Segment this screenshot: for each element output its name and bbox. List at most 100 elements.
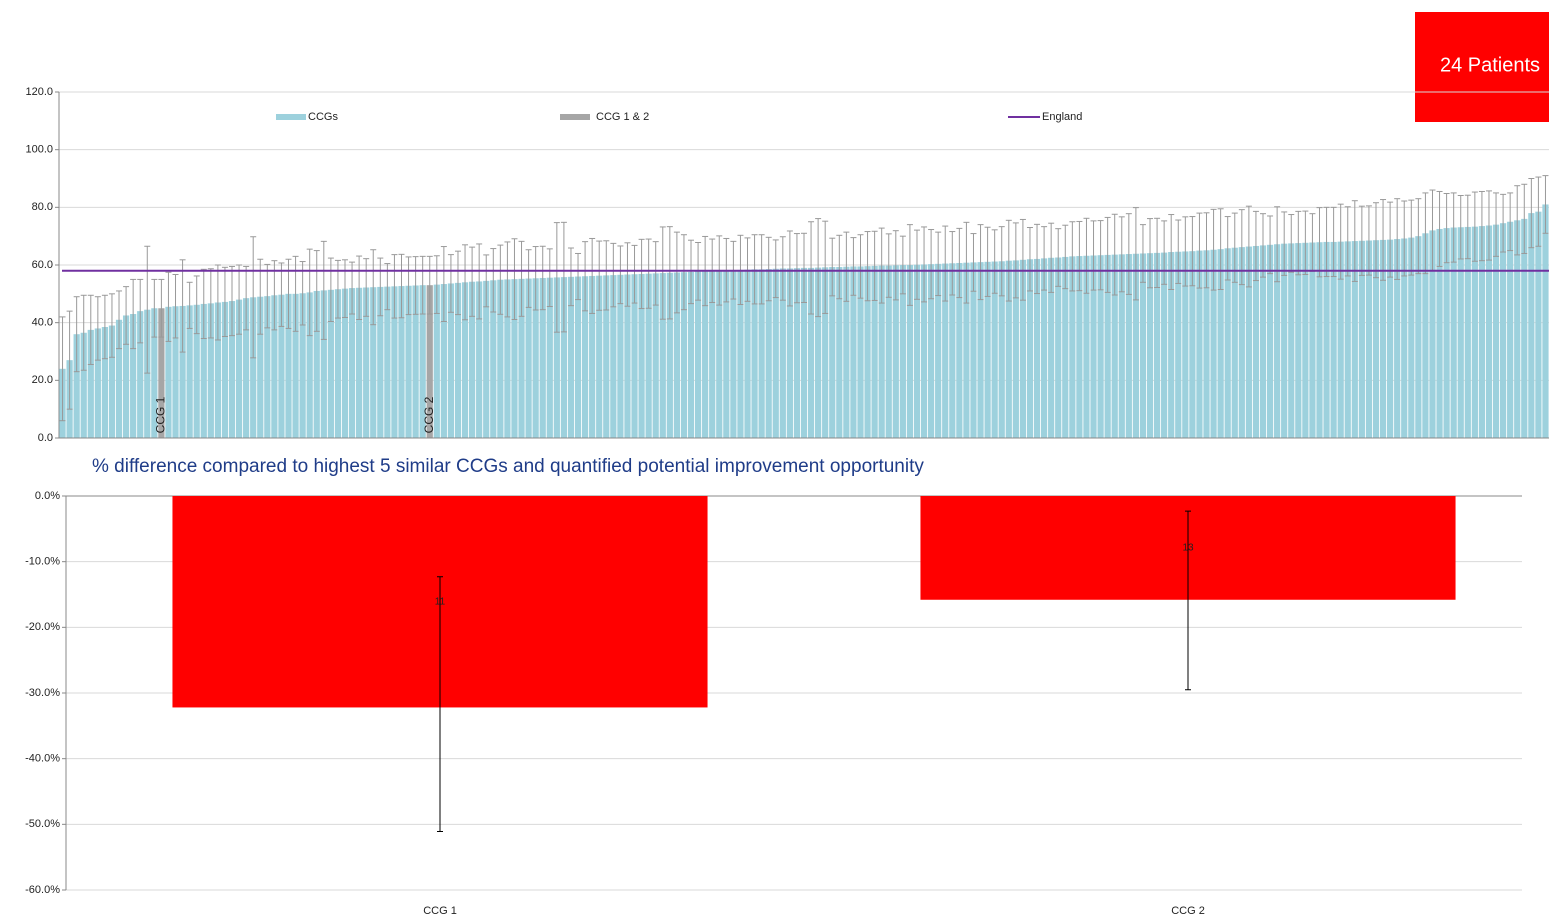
bar bbox=[1450, 227, 1457, 438]
bar bbox=[963, 262, 970, 438]
error-bar bbox=[1118, 216, 1125, 293]
bar bbox=[709, 270, 716, 438]
error-bar bbox=[1408, 199, 1415, 276]
bar bbox=[285, 293, 292, 438]
bar bbox=[1019, 259, 1027, 438]
error-bar bbox=[1302, 210, 1309, 276]
error-bar bbox=[1464, 194, 1471, 260]
bar bbox=[433, 284, 440, 438]
error-bar bbox=[1175, 219, 1182, 284]
bar bbox=[137, 311, 144, 438]
bar bbox=[1365, 240, 1373, 438]
error-bar bbox=[504, 241, 511, 318]
bar bbox=[1111, 254, 1118, 438]
bar bbox=[299, 293, 306, 438]
bar bbox=[589, 275, 596, 438]
error-bar bbox=[207, 268, 214, 339]
bar bbox=[850, 266, 857, 438]
error-bar bbox=[66, 310, 73, 410]
bar bbox=[1203, 250, 1210, 438]
bar bbox=[553, 277, 560, 438]
bar bbox=[1415, 236, 1422, 438]
bar bbox=[257, 296, 264, 438]
bar bbox=[341, 288, 349, 438]
chart-title: % difference compared to highest 5 simil… bbox=[92, 456, 924, 477]
error-bar bbox=[970, 233, 977, 292]
bar bbox=[1478, 226, 1486, 438]
error-bar bbox=[1005, 219, 1012, 302]
bar bbox=[694, 271, 702, 438]
bar bbox=[645, 273, 652, 438]
bar bbox=[546, 277, 553, 438]
error-bar bbox=[306, 248, 313, 337]
bar bbox=[108, 325, 116, 438]
bar bbox=[327, 289, 334, 438]
error-bar bbox=[1380, 199, 1387, 281]
error-bar bbox=[94, 296, 101, 361]
error-bar bbox=[1062, 224, 1069, 290]
error-bar bbox=[59, 316, 66, 422]
bar bbox=[765, 269, 772, 438]
error-bar bbox=[327, 257, 334, 323]
error-bar bbox=[1387, 201, 1394, 278]
bar bbox=[292, 293, 299, 438]
bar bbox=[1330, 241, 1337, 438]
error-bar bbox=[144, 245, 151, 374]
bar bbox=[1104, 254, 1111, 438]
bar bbox=[1189, 251, 1196, 438]
error-bar bbox=[984, 226, 991, 297]
legend-label: England bbox=[1042, 111, 1082, 123]
bar bbox=[363, 287, 370, 438]
error-bar bbox=[419, 255, 426, 315]
error-bar bbox=[1203, 212, 1210, 289]
error-bar bbox=[1139, 224, 1146, 283]
bar bbox=[1379, 239, 1387, 438]
y-tick-label: 60.0 bbox=[32, 259, 53, 271]
bar bbox=[1281, 243, 1288, 438]
bar bbox=[687, 271, 695, 438]
bar bbox=[94, 328, 101, 438]
bar bbox=[772, 268, 779, 438]
error-bar bbox=[1528, 178, 1535, 249]
y-tick-label: 40.0 bbox=[32, 317, 53, 329]
error-bar bbox=[1161, 220, 1168, 285]
bar bbox=[158, 308, 165, 438]
bar bbox=[412, 285, 419, 438]
error-bar bbox=[1351, 200, 1358, 282]
bar bbox=[751, 269, 758, 438]
y-tick-label: -30.0% bbox=[25, 687, 60, 699]
error-bar bbox=[1337, 203, 1344, 280]
error-bar bbox=[518, 240, 525, 317]
bar bbox=[574, 276, 582, 438]
bar bbox=[1083, 255, 1090, 438]
bar bbox=[885, 265, 892, 438]
error-bar bbox=[808, 221, 815, 315]
error-bar bbox=[130, 278, 137, 350]
error-bar bbox=[1055, 228, 1062, 287]
error-bar bbox=[1281, 211, 1288, 276]
bar bbox=[1542, 204, 1549, 438]
error-bar bbox=[998, 226, 1005, 297]
error-bar bbox=[1083, 217, 1090, 294]
error-bar bbox=[483, 254, 490, 308]
bar bbox=[666, 272, 673, 438]
bar bbox=[1344, 241, 1351, 438]
error-bar bbox=[631, 244, 638, 304]
bar bbox=[151, 308, 158, 438]
legend-label: CCGs bbox=[308, 111, 338, 123]
bar bbox=[730, 270, 737, 438]
error-bar bbox=[1365, 205, 1372, 276]
error-bar bbox=[1168, 214, 1175, 291]
error-bar bbox=[462, 244, 469, 321]
error-bar bbox=[1224, 216, 1231, 281]
bar bbox=[638, 273, 645, 438]
error-bar bbox=[313, 250, 320, 332]
bar bbox=[186, 305, 193, 438]
bar bbox=[793, 268, 801, 438]
error-bar bbox=[186, 281, 193, 329]
bar bbox=[391, 286, 398, 438]
error-bar bbox=[1185, 510, 1191, 691]
bar bbox=[356, 287, 363, 438]
error-bar bbox=[193, 275, 200, 335]
bar bbox=[144, 309, 151, 438]
